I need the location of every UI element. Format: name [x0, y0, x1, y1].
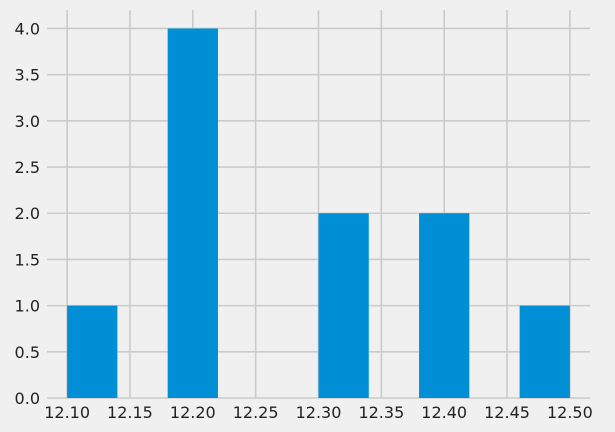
histogram-bar	[167, 28, 218, 398]
y-tick-label: 1.0	[15, 297, 40, 316]
x-tick-label: 12.45	[484, 403, 530, 422]
x-tick-label: 12.40	[421, 403, 467, 422]
y-tick-label: 1.5	[15, 250, 40, 269]
y-tick-label: 4.0	[15, 19, 40, 38]
y-tick-label: 2.0	[15, 204, 40, 223]
y-tick-label: 0.5	[15, 343, 40, 362]
x-tick-label: 12.25	[233, 403, 279, 422]
x-tick-label: 12.15	[107, 403, 153, 422]
histogram-bar	[519, 305, 570, 398]
y-axis-ticks: 0.0 0.5 1.0 1.5 2.0 2.5 3.0 3.5 4.0	[15, 19, 40, 408]
x-tick-label: 12.35	[358, 403, 404, 422]
x-tick-label: 12.20	[170, 403, 216, 422]
histogram-bar	[318, 213, 369, 398]
y-tick-label: 3.5	[15, 66, 40, 85]
y-tick-label: 2.5	[15, 158, 40, 177]
bars	[67, 28, 570, 398]
x-axis-ticks: 12.10 12.15 12.20 12.25 12.30 12.35 12.40 12.45…	[44, 403, 593, 422]
y-tick-label: 3.0	[15, 112, 40, 131]
x-tick-label: 12.50	[547, 403, 593, 422]
x-tick-label: 12.10	[44, 403, 90, 422]
x-tick-label: 12.30	[296, 403, 342, 422]
histogram-bar	[419, 213, 470, 398]
histogram-bar	[67, 305, 118, 398]
y-tick-label: 0.0	[15, 389, 40, 408]
